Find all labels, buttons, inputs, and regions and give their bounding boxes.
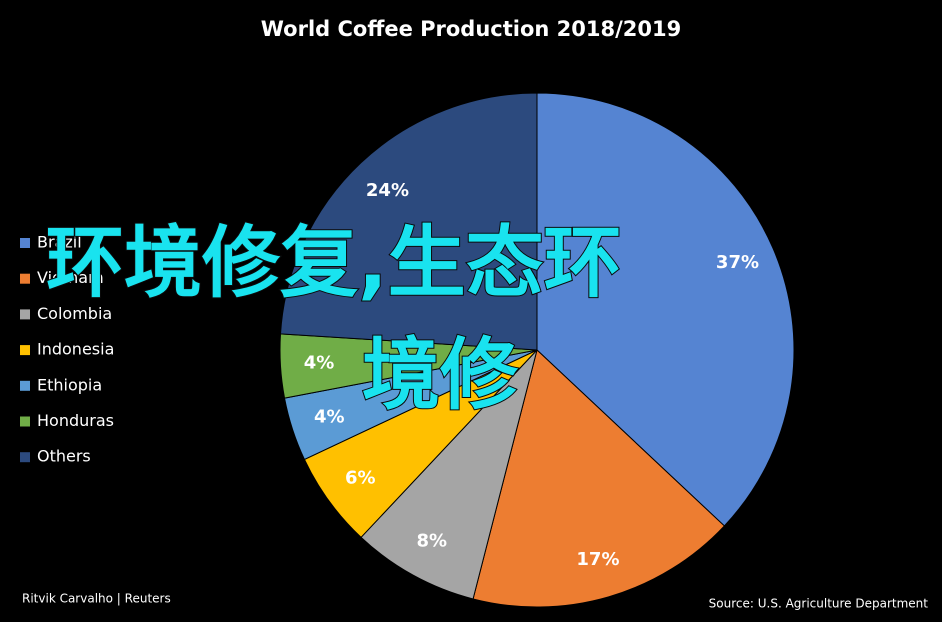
chart-title: World Coffee Production 2018/2019	[261, 17, 681, 41]
value-label: 8%	[416, 530, 447, 551]
overlay-text: 环境修复,生态环	[46, 218, 622, 308]
legend-swatch	[20, 416, 30, 427]
legend-label: Ethiopia	[37, 375, 102, 394]
value-label: 4%	[314, 407, 345, 428]
value-label: 17%	[576, 549, 619, 570]
source: Source: U.S. Agriculture Department	[709, 597, 929, 611]
legend-swatch	[20, 273, 30, 284]
pie-slice	[536, 92, 795, 527]
value-label: 37%	[716, 252, 759, 273]
legend-label: Colombia	[37, 304, 112, 323]
legend-label: Honduras	[37, 411, 114, 430]
legend-swatch	[20, 309, 30, 320]
value-label: 6%	[345, 467, 376, 488]
legend-swatch	[20, 452, 30, 463]
credit: Ritvik Carvalho | Reuters	[22, 592, 171, 606]
legend-swatch	[20, 380, 30, 391]
pie-slice	[360, 349, 538, 600]
legend-label: Vietnam	[37, 268, 104, 287]
value-label: 4%	[304, 353, 335, 374]
legend-swatch	[20, 238, 30, 248]
value-label: 24%	[366, 180, 409, 201]
overlay-text: 境修	[362, 330, 519, 420]
legend-label: Brazil	[37, 233, 82, 252]
legend-swatch	[20, 345, 30, 356]
pie-slice	[279, 92, 538, 351]
legend-label: Others	[37, 447, 91, 466]
legend-label: Indonesia	[37, 340, 114, 359]
legend: Brazil Vietnam Colombia Indonesia Ethiopia Ho…	[20, 233, 114, 466]
pie: 37% 17% 8% 6% 4% 4% 24%	[279, 92, 795, 608]
pie-slice	[472, 349, 726, 608]
